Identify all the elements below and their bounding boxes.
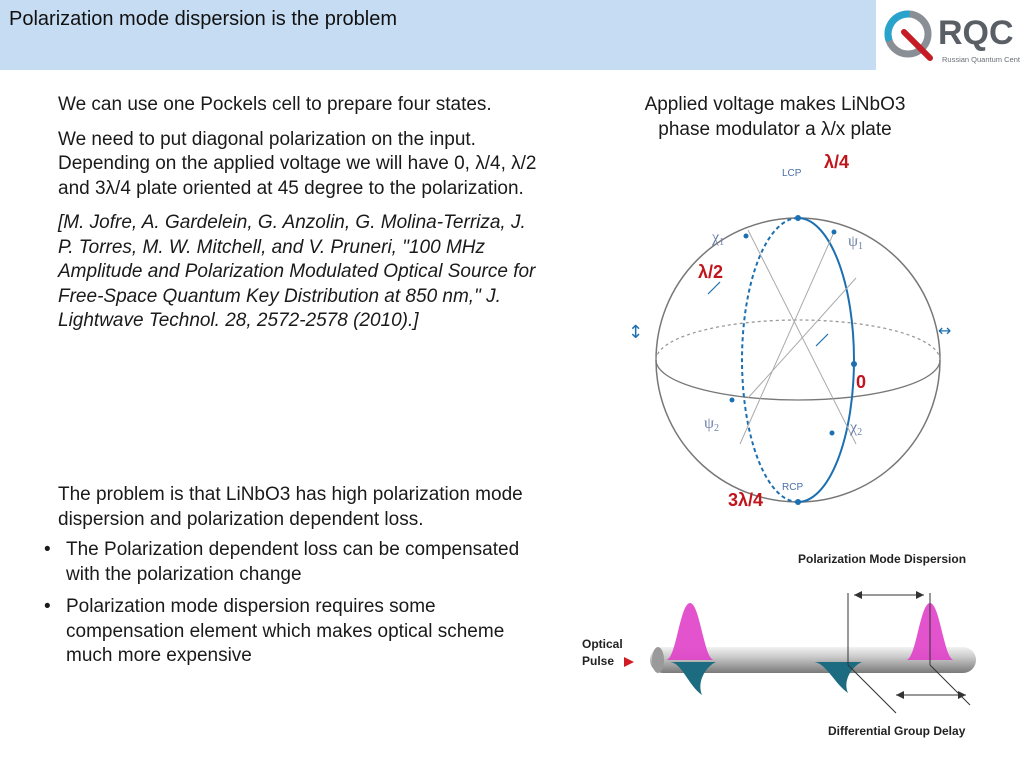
rqc-logo: RQC Russian Quantum Center	[884, 10, 1020, 64]
left-text-column: We can use one Pockels cell to prepare f…	[58, 93, 538, 334]
psi2-label: ψ2	[704, 415, 719, 434]
label-quarter-wave: λ/4	[824, 152, 849, 172]
inner-line	[739, 231, 835, 445]
logo-q-icon	[884, 10, 933, 61]
fiber-tube	[650, 647, 976, 673]
input-pulse-horizontal	[670, 662, 716, 695]
poincare-sphere-diagram: χ1 ψ1 ψ2 χ2 LCP RCP λ/4 λ/2 0 3λ/4 ↕ ↔	[628, 152, 951, 510]
bullet-list: The Polarization dependent loss can be c…	[44, 538, 538, 669]
input-pulse-vertical	[666, 603, 714, 660]
paragraph-reference: [M. Jofre, A. Gardelein, G. Anzolin, G. …	[58, 212, 536, 331]
delay-diag-line	[847, 664, 897, 714]
slide-title: Polarization mode dispersion is the prob…	[9, 8, 397, 30]
equator-back	[655, 319, 941, 361]
meridian-back	[741, 217, 799, 503]
delay-diag-line	[929, 664, 971, 706]
title-bar: Polarization mode dispersion is the prob…	[0, 0, 876, 70]
point	[851, 361, 857, 367]
chi1-label: χ1	[711, 229, 724, 248]
caption-line-2: phase modulator a λ/x plate	[658, 119, 892, 140]
bullet-item: Polarization mode dispersion requires so…	[44, 595, 538, 669]
label-three-quarter-wave: 3λ/4	[728, 490, 763, 510]
meridian-front	[797, 217, 855, 503]
diagonal-arrow-icon	[815, 333, 829, 347]
logo-subtext: Russian Quantum Center	[942, 55, 1020, 64]
chi2-label: χ2	[849, 419, 862, 438]
pulse-label: Pulse	[582, 654, 614, 668]
caption-line-1: Applied voltage makes LiNbO3	[644, 94, 906, 115]
horizontal-polarization-icon: ↔	[938, 321, 951, 340]
inner-line	[747, 277, 857, 399]
point	[743, 233, 749, 239]
point	[831, 229, 837, 235]
psi1-label: ψ1	[848, 233, 863, 252]
dgd-label: Differential Group Delay	[828, 724, 966, 738]
paragraph-problem: The problem is that LiNbO3 has high pola…	[58, 484, 523, 530]
bullet-item: The Polarization dependent loss can be c…	[44, 538, 538, 587]
equator-front	[655, 359, 941, 401]
problem-section: The problem is that LiNbO3 has high pola…	[44, 483, 538, 677]
optical-label: Optical	[582, 637, 623, 651]
sphere-caption: Applied voltage makes LiNbO3 phase modul…	[590, 92, 960, 142]
point	[729, 397, 735, 403]
south-pole-point	[795, 499, 801, 505]
middle-pulse	[814, 662, 862, 693]
label-half-wave: λ/2	[698, 262, 723, 282]
pmd-title: Polarization Mode Dispersion	[798, 552, 966, 566]
logo-text: RQC	[938, 14, 1014, 52]
diagonal-arrow-icon	[707, 281, 721, 295]
pmd-diagram: Polarization Mode Dispersion Optical Pul…	[582, 552, 976, 738]
north-pole-point	[795, 215, 801, 221]
paragraph-pockels: We can use one Pockels cell to prepare f…	[58, 94, 492, 115]
lcp-label: LCP	[782, 168, 802, 179]
fiber-end	[652, 647, 664, 673]
vertical-polarization-icon: ↕	[628, 322, 643, 343]
rcp-label: RCP	[782, 482, 803, 493]
paragraph-diagonal: We need to put diagonal polarization on …	[58, 128, 537, 199]
inner-line	[747, 229, 857, 445]
pulse-arrow-icon	[624, 657, 634, 667]
label-zero: 0	[856, 372, 866, 392]
sphere-outline	[655, 217, 941, 503]
point	[829, 430, 835, 436]
